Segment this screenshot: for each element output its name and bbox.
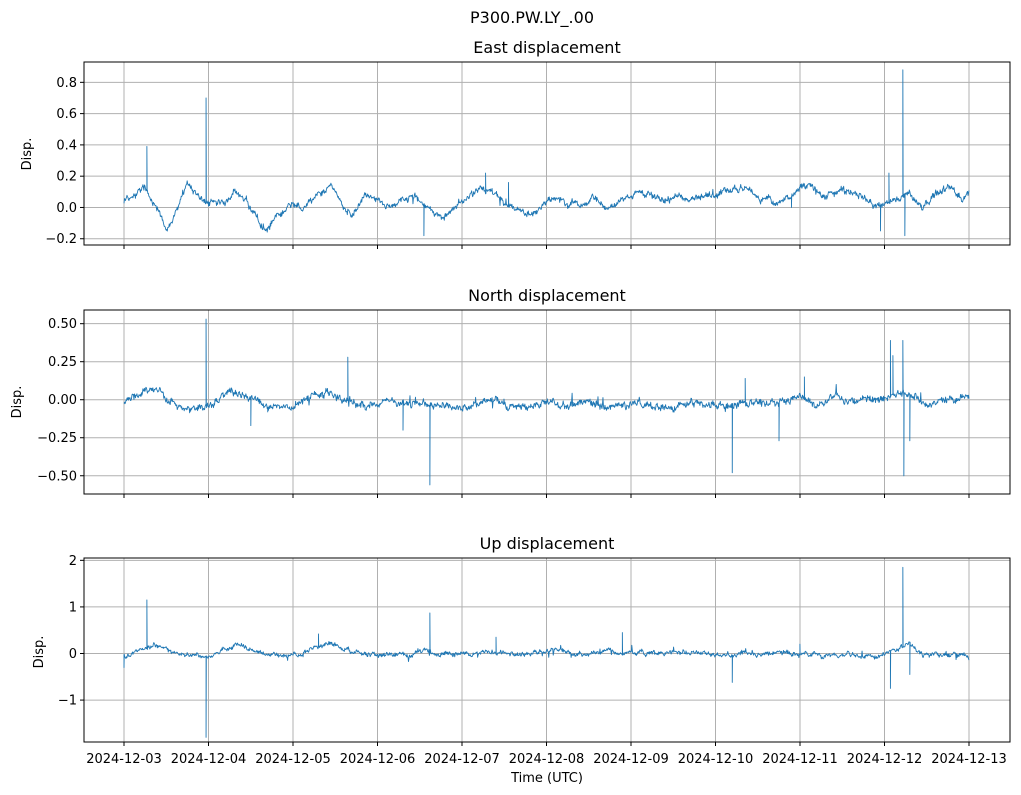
panel-title-up: Up displacement <box>480 534 615 553</box>
x-axis-label: Time (UTC) <box>510 771 583 786</box>
ylabel-east: Disp. <box>20 138 35 171</box>
x-tick-label: 2024-12-08 <box>509 752 585 767</box>
figure-suptitle: P300.PW.LY_.00 <box>470 8 594 28</box>
x-tick-label: 2024-12-13 <box>931 752 1007 767</box>
y-tick-label-east: 0.0 <box>56 201 77 216</box>
x-tick-label: 2024-12-04 <box>171 752 247 767</box>
x-tick-label: 2024-12-10 <box>678 752 754 767</box>
panel-title-east: East displacement <box>473 38 620 57</box>
y-tick-label-north: −0.50 <box>37 469 77 484</box>
x-tick-labels: 2024-12-03 2024-12-04 2024-12-05 2024-12-06… <box>86 752 1007 767</box>
x-tick-label: 2024-12-07 <box>424 752 500 767</box>
y-tick-label-east: 0.4 <box>56 138 77 153</box>
y-tick-label-east: 0.6 <box>56 107 77 122</box>
x-tick-label: 2024-12-06 <box>340 752 416 767</box>
ylabel-up: Disp. <box>32 636 47 669</box>
axes-frame-east <box>83 61 1011 246</box>
y-tick-label-east: 0.8 <box>56 76 77 91</box>
y-tick-label-north: −0.25 <box>37 431 77 446</box>
displacement-trace-up <box>123 566 970 738</box>
panel-north-displacement: North displacement Disp. −0.50 −0.25 0.00 0… <box>10 286 1011 498</box>
x-tick-label: 2024-12-12 <box>847 752 923 767</box>
y-tick-label-up: 1 <box>69 600 77 615</box>
y-tick-label-east: −0.2 <box>45 232 77 247</box>
panel-up-displacement: Up displacement Disp. −1 0 1 2 <box>32 534 1011 746</box>
panel-title-north: North displacement <box>468 286 626 305</box>
axes-frame-north <box>83 309 1011 495</box>
ylabel-north: Disp. <box>10 386 25 419</box>
axes-frame-up <box>83 557 1011 743</box>
y-tick-label-north: 0.00 <box>48 393 77 408</box>
x-tick-label: 2024-12-09 <box>593 752 669 767</box>
y-tick-label-north: 0.50 <box>48 317 77 332</box>
displacement-trace-north <box>123 318 970 486</box>
y-tick-label-up: −1 <box>58 694 77 709</box>
x-tick-label: 2024-12-05 <box>255 752 331 767</box>
panel-east-displacement: East displacement Disp. −0.2 0.0 0.2 0.4 0.6… <box>20 38 1011 249</box>
y-tick-label-east: 0.2 <box>56 170 77 185</box>
x-tick-label: 2024-12-03 <box>86 752 162 767</box>
y-tick-label-north: 0.25 <box>48 355 77 370</box>
y-tick-label-up: 2 <box>69 554 77 569</box>
displacement-trace-east <box>123 69 970 237</box>
y-tick-label-up: 0 <box>69 647 77 662</box>
x-tick-label: 2024-12-11 <box>762 752 838 767</box>
